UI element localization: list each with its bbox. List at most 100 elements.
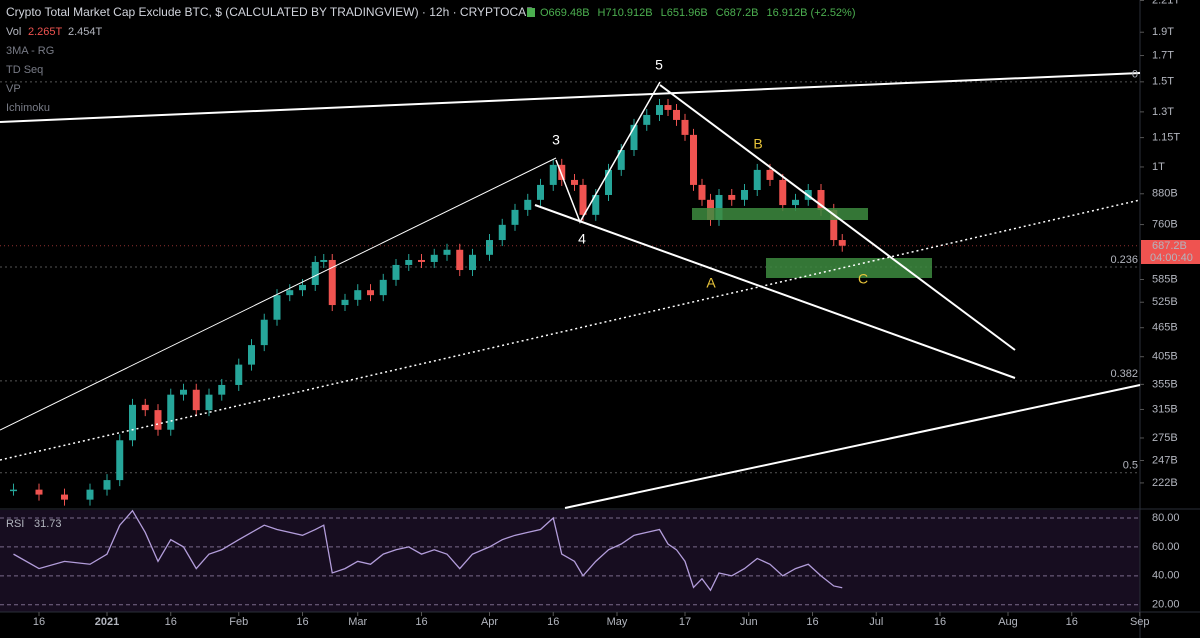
x-tick-label: 17 [679,616,691,628]
candle [392,264,400,280]
candle [311,261,319,285]
y-tick-label: 222B [1152,477,1178,489]
ohlc-flag [527,8,535,17]
y-tick-label: 1T [1152,161,1165,173]
y2-tick-label: 20.00 [1152,599,1180,611]
wave-label: 3 [552,132,560,148]
ohlc-value: L651.96B [661,7,708,19]
x-tick-label: Apr [481,616,498,628]
wave-label: 5 [655,57,663,73]
candle [511,209,519,225]
candle [248,345,255,365]
ohlc: O669.48B H710.912B L651.96B C687.2B 16.912B … [540,7,856,19]
candle [367,290,374,296]
candle [728,194,736,200]
trendline [564,384,1141,509]
trendline [0,72,1141,123]
indicator: TD Seq [6,64,43,76]
x-tick-label: 16 [806,616,818,628]
y2-tick-label: 80.00 [1152,512,1180,524]
title: Crypto Total Market Cap Exclude BTC, $ (… [6,5,534,19]
fib-label: 0 [1132,69,1138,81]
candle [418,259,425,262]
x-tick-label: 16 [296,616,308,628]
price-tag [1141,240,1200,264]
trendline [0,157,557,431]
candle [141,404,149,411]
fib-label: 0.236 [1110,254,1138,266]
candle [656,105,663,115]
x-tick-label: Mar [348,616,367,628]
candle [549,164,557,185]
indicator: Ichimoku [6,102,50,114]
support-zone [692,208,868,220]
trendline [659,84,1016,351]
candle [430,254,438,262]
y-tick-label: 315B [1152,403,1178,415]
x-tick-label: 16 [33,616,45,628]
rsi-pane [0,510,1140,612]
candle [10,489,17,492]
candle [167,394,175,430]
x-tick-label: 16 [1066,616,1078,628]
vol-value: 2.454T [68,26,103,38]
candle [61,494,68,500]
candle [681,119,689,135]
y-tick-label: 247B [1152,454,1178,466]
candle [260,319,268,346]
x-tick-label: Jun [740,616,758,628]
x-tick-label: May [607,616,628,628]
y-tick-label: 760B [1152,218,1178,230]
wave-label: 4 [578,231,586,247]
y2-tick-label: 60.00 [1152,541,1180,553]
candle [320,259,328,262]
candle [643,114,651,125]
candle [630,124,638,151]
y2-tick-label: 40.00 [1152,570,1180,582]
candle [698,184,706,200]
target-zone [766,258,932,278]
candle [469,254,476,271]
candle [524,199,532,210]
candle [605,169,612,195]
candle [218,384,226,395]
grid [0,0,1144,616]
candle [817,190,825,210]
candle [766,169,774,180]
candle [558,164,566,180]
candle [486,240,493,255]
y-tick-label: 1.15T [1152,132,1180,144]
candle [537,184,544,200]
x-tick-label: 2021 [95,616,119,628]
wave-label: A [706,275,716,291]
x-tick-label: 16 [934,616,946,628]
candle [830,209,838,241]
x-tick-label: Feb [229,616,248,628]
candle [286,290,294,296]
candle [571,179,578,185]
trendline [534,204,1016,379]
candle [235,364,243,385]
candle [192,389,200,411]
candle [838,240,846,246]
indicator: VP [6,83,21,95]
fib-label: 0.5 [1123,460,1138,472]
candle [673,109,680,120]
y-tick-label: 1.9T [1152,26,1174,38]
x-tick-label: Aug [998,616,1018,628]
y-tick-label: 1.7T [1152,49,1174,61]
y-tick-label: 2.21T [1152,0,1180,6]
x-tick-label: Jul [869,616,883,628]
wave-label: B [753,136,762,152]
y-tick-label: 465B [1152,322,1178,334]
candle [792,199,799,206]
y-tick-label: 585B [1152,273,1178,285]
candle [180,389,187,395]
candle [779,179,787,206]
x-tick-label: Sep [1130,616,1150,628]
candle [103,480,111,490]
x-tick-label: 16 [165,616,177,628]
candle [273,295,281,320]
candle [579,184,587,215]
